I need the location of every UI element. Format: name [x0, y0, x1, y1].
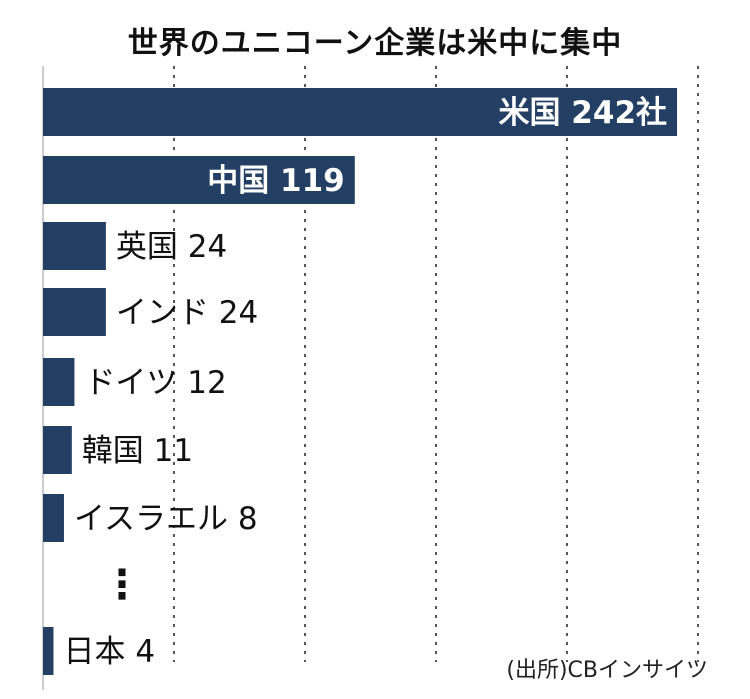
- bar-label-2: 中国 119: [207, 163, 345, 199]
- bar-label-1: 米国 242社: [499, 95, 668, 131]
- bar-4: [43, 288, 106, 336]
- bar-8: [43, 627, 54, 675]
- bar-5: [43, 358, 75, 406]
- bar-label-8: 日本 4: [63, 634, 155, 670]
- source-note: (出所)CBインサイツ: [506, 658, 708, 683]
- bar-7: [43, 494, 64, 542]
- bar-6: [43, 426, 72, 474]
- bar-label-5: ドイツ 12: [84, 365, 226, 401]
- chart-title: 世界のユニコーン企業は米中に集中: [127, 26, 623, 61]
- bar-label-6: 韓国 11: [82, 433, 193, 469]
- bar-2: [43, 156, 355, 204]
- bar-label-7: イスラエル 8: [74, 501, 258, 537]
- bar-label-4: インド 24: [116, 295, 258, 331]
- bar-label-3: 英国 24: [116, 229, 227, 265]
- bar-3: [43, 222, 106, 270]
- ellipsis-marker: ⋮: [102, 562, 142, 608]
- bar-1: [43, 88, 678, 136]
